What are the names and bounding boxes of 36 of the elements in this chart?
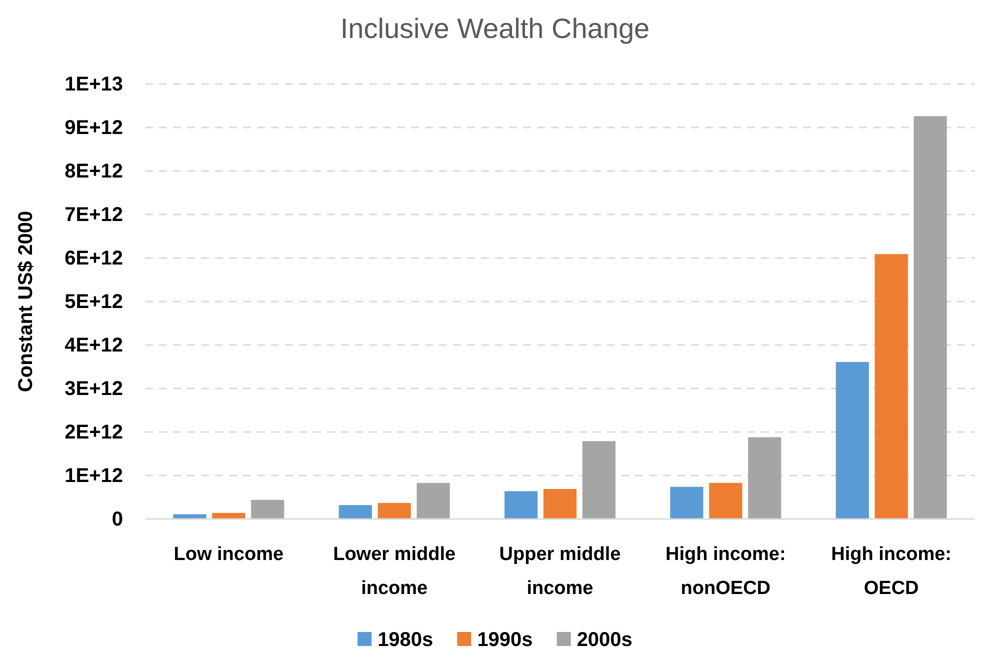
x-tick-label: Low income xyxy=(174,544,284,565)
chart-title: Inclusive Wealth Change xyxy=(340,13,650,44)
y-tick-label: 8E+12 xyxy=(64,160,123,182)
legend-label: 2000s xyxy=(576,629,632,651)
y-tick-label: 4E+12 xyxy=(64,334,123,356)
bar xyxy=(582,441,616,519)
x-tick-label: High income: OECD xyxy=(831,544,952,599)
bar xyxy=(914,116,947,519)
y-tick-label: 3E+12 xyxy=(64,378,123,400)
x-tick-label: Lower middle income xyxy=(333,544,456,599)
bar xyxy=(504,491,538,519)
y-tick-label: 0 xyxy=(112,508,123,530)
y-tick-label: 1E+12 xyxy=(64,464,123,487)
y-tick-label: 7E+12 xyxy=(64,204,123,226)
bar xyxy=(748,437,782,519)
y-tick-label: 2E+12 xyxy=(64,421,123,444)
legend-label: 1980s xyxy=(378,629,434,651)
bar xyxy=(378,502,411,519)
bar xyxy=(543,488,577,519)
x-tick-label: Upper middle income xyxy=(499,544,621,599)
y-axis-title: Constant US$ 2000 xyxy=(15,210,37,392)
bar xyxy=(670,486,704,519)
y-tick-label: 9E+12 xyxy=(64,116,123,139)
bar xyxy=(836,362,869,519)
x-tick-label: High income: nonOECD xyxy=(665,544,786,599)
bar xyxy=(251,500,284,519)
y-tick-label: 5E+12 xyxy=(64,290,123,313)
legend-label: 1990s xyxy=(477,629,533,651)
bar xyxy=(338,505,372,519)
y-tick-label: 1E+13 xyxy=(64,73,123,96)
bar xyxy=(173,514,206,519)
bar xyxy=(874,254,908,519)
bar xyxy=(709,482,742,519)
bar xyxy=(416,482,450,519)
bar xyxy=(212,512,246,519)
y-tick-label: 6E+12 xyxy=(64,247,123,270)
